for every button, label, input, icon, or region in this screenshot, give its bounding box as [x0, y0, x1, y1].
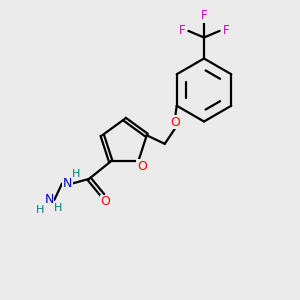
Text: N: N — [63, 177, 72, 190]
Text: O: O — [137, 160, 147, 173]
Text: H: H — [72, 169, 80, 179]
Text: H: H — [36, 205, 45, 215]
Text: H: H — [54, 203, 62, 213]
Text: O: O — [101, 195, 111, 208]
Text: F: F — [201, 9, 207, 22]
Text: F: F — [178, 24, 185, 37]
Text: F: F — [223, 24, 230, 37]
Text: N: N — [44, 193, 54, 206]
Text: O: O — [170, 116, 180, 129]
